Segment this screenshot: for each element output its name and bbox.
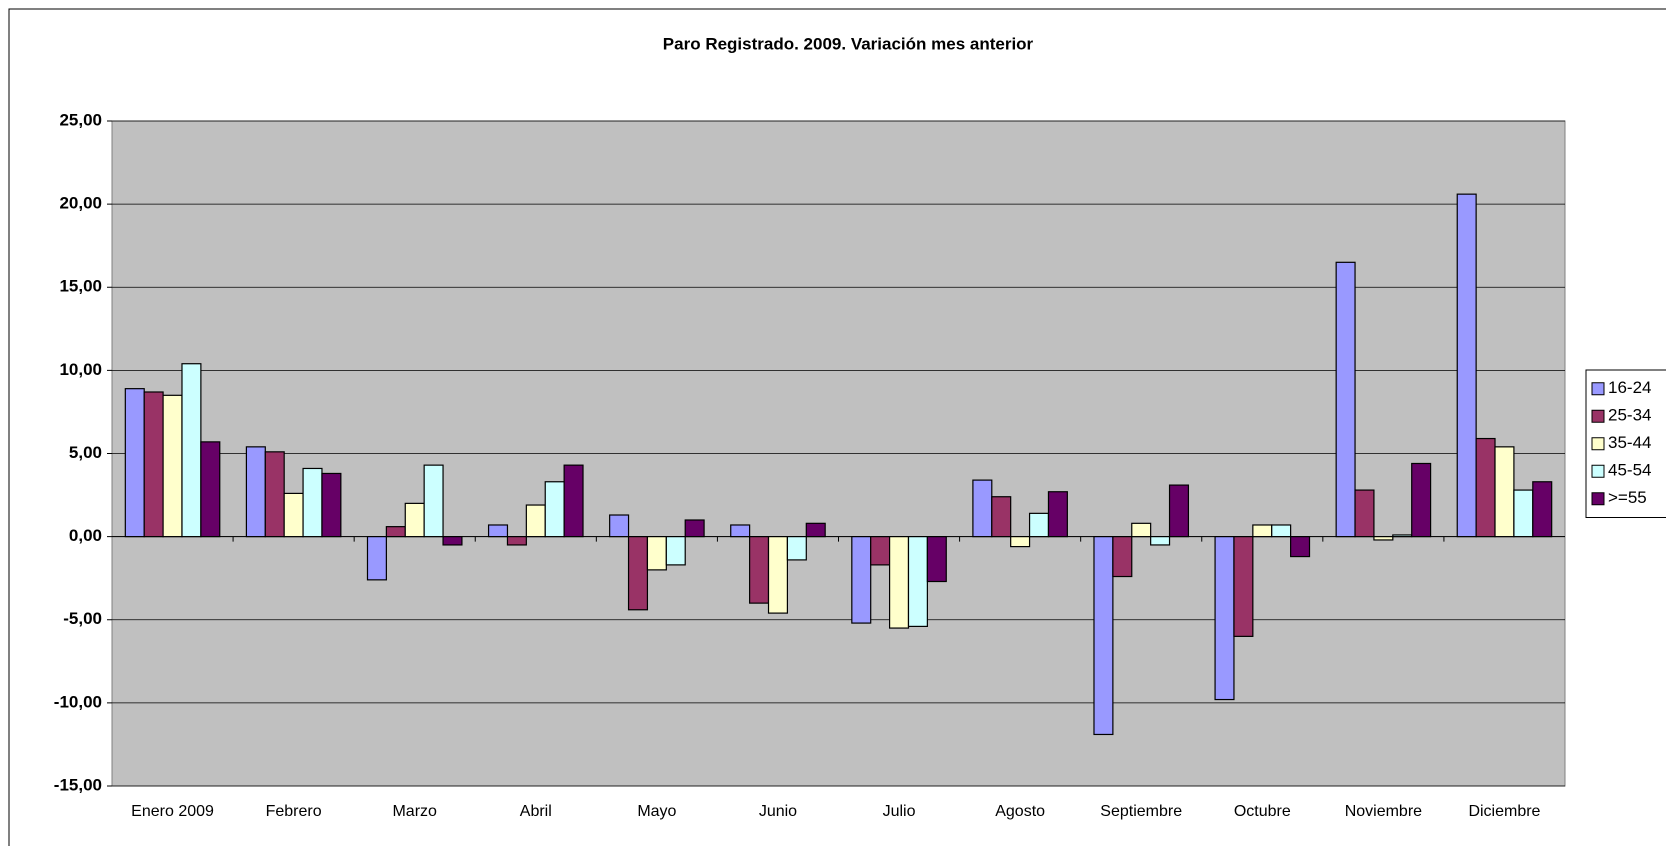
bar	[786, 536, 807, 561]
y-tick-label: 0,00	[69, 526, 102, 545]
bar	[245, 446, 266, 538]
legend-label: 45-54	[1608, 461, 1651, 480]
legend-label: 25-34	[1608, 406, 1651, 425]
legend-label: 16-24	[1608, 378, 1651, 397]
bar	[1214, 536, 1235, 701]
y-tick-label: -10,00	[54, 692, 102, 711]
y-tick-label: 5,00	[69, 443, 102, 462]
bar	[1335, 261, 1356, 538]
legend-label: >=55	[1608, 488, 1647, 507]
bar	[1290, 536, 1311, 558]
legend-label: 35-44	[1608, 433, 1651, 452]
bar	[1047, 491, 1068, 538]
bar	[609, 514, 630, 538]
x-tick-label: Mayo	[637, 803, 676, 820]
bar	[972, 479, 993, 538]
bar	[1354, 489, 1375, 538]
x-tick-label: Julio	[883, 803, 916, 820]
bar	[124, 388, 145, 538]
bar	[1093, 536, 1114, 736]
bar	[506, 536, 527, 546]
bar	[1131, 522, 1152, 538]
legend-swatch	[1591, 492, 1605, 506]
bar	[1252, 524, 1273, 538]
x-tick-label: Septiembre	[1100, 803, 1182, 820]
x-tick-label: Abril	[520, 803, 552, 820]
y-tick-label: 15,00	[59, 277, 102, 296]
bar	[525, 504, 546, 538]
bar	[805, 522, 826, 538]
legend-swatch	[1591, 382, 1605, 396]
bar	[749, 536, 770, 604]
bar	[1392, 534, 1413, 538]
legend-swatch	[1591, 464, 1605, 478]
bar	[1411, 462, 1432, 538]
x-tick-label: Febrero	[266, 803, 322, 820]
y-tick-label: 25,00	[59, 110, 102, 129]
x-tick-label: Agosto	[995, 803, 1045, 820]
legend-swatch	[1591, 437, 1605, 451]
bar	[366, 536, 387, 581]
bar	[627, 536, 649, 611]
bar	[1112, 536, 1133, 578]
bar	[1233, 536, 1254, 637]
bar	[385, 526, 406, 538]
bar	[730, 524, 751, 538]
bar	[264, 451, 285, 538]
bar	[283, 492, 304, 538]
bar	[684, 519, 705, 538]
y-tick-label: -5,00	[63, 609, 102, 628]
bar	[487, 524, 509, 538]
y-tick-label: -15,00	[54, 775, 102, 794]
bar	[442, 536, 463, 546]
bar	[143, 391, 164, 538]
x-tick-label: Junio	[759, 803, 797, 820]
bar	[181, 363, 202, 538]
bar	[302, 467, 323, 538]
bar	[767, 536, 789, 614]
bar	[404, 502, 425, 538]
bar	[1532, 481, 1553, 538]
y-tick-label: 10,00	[59, 360, 102, 379]
bar	[1494, 446, 1515, 538]
bar	[1513, 489, 1534, 538]
bar	[926, 536, 947, 583]
bar	[1373, 536, 1394, 541]
bar	[544, 481, 565, 538]
bar	[563, 464, 584, 538]
bar	[991, 496, 1012, 538]
bar	[1010, 536, 1031, 548]
x-tick-label: Enero 2009	[131, 803, 214, 820]
bar	[646, 536, 667, 571]
bar	[423, 464, 444, 538]
bar	[162, 394, 183, 538]
bar	[907, 536, 928, 628]
bar	[1028, 512, 1050, 538]
bar	[851, 536, 872, 624]
x-tick-label: Noviembre	[1345, 803, 1422, 820]
bar	[870, 536, 891, 566]
bar	[1475, 437, 1496, 538]
bar	[888, 536, 910, 629]
bar	[1271, 524, 1292, 538]
bar	[1150, 536, 1171, 546]
x-tick-label: Diciembre	[1468, 803, 1540, 820]
x-tick-label: Marzo	[392, 803, 437, 820]
bar	[1456, 193, 1477, 538]
bar	[665, 536, 686, 566]
chart-title: Paro Registrado. 2009. Variación mes ant…	[663, 34, 1034, 53]
bar	[1168, 484, 1190, 538]
y-tick-label: 20,00	[59, 194, 102, 213]
bar	[200, 441, 221, 538]
x-tick-label: Octubre	[1234, 803, 1291, 820]
legend-swatch	[1591, 409, 1605, 423]
bar	[321, 472, 342, 538]
